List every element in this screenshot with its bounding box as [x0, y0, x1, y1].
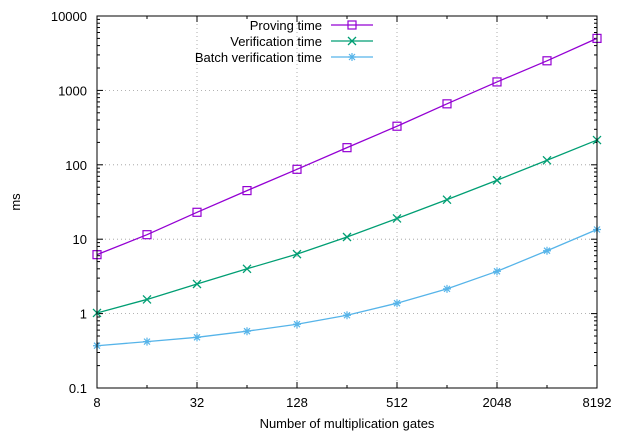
data-point-square	[442, 99, 452, 109]
legend-item: Verification time	[230, 34, 373, 49]
y-tick-label: 100	[65, 158, 87, 173]
x-tick-label: 128	[286, 395, 308, 410]
legend-label: Verification time	[230, 34, 322, 49]
x-tick-label: 2048	[483, 395, 512, 410]
data-point-square	[242, 186, 252, 196]
data-point-x	[342, 232, 352, 242]
data-point-star	[193, 333, 201, 342]
data-point-star	[343, 311, 351, 320]
data-point-star	[293, 320, 301, 329]
plot-frame	[96, 15, 598, 389]
series-line	[96, 37, 598, 256]
data-point-star	[543, 246, 551, 255]
legend-item: Proving time	[250, 18, 373, 33]
series-line	[96, 228, 598, 347]
x-tick-label: 8	[93, 395, 100, 410]
data-point-star	[493, 267, 501, 276]
series-2	[93, 225, 601, 350]
data-point-x	[292, 249, 302, 259]
y-tick-label: 1000	[58, 83, 87, 98]
data-point-square	[142, 230, 152, 240]
series-1	[92, 135, 602, 318]
series-0	[92, 33, 602, 260]
x-axis-label: Number of multiplication gates	[260, 416, 435, 431]
data-point-x	[442, 195, 452, 205]
data-point-star	[348, 53, 356, 61]
data-point-square	[542, 56, 552, 66]
data-point-square	[392, 121, 402, 131]
y-axis-label: ms	[8, 193, 23, 211]
y-tick-label: 10	[73, 232, 87, 247]
data-point-x	[142, 294, 152, 304]
legend-item: Batch verification time	[195, 50, 373, 65]
data-point-square	[492, 77, 502, 87]
data-point-star	[393, 299, 401, 308]
series-line	[96, 139, 598, 314]
data-point-x	[392, 214, 402, 223]
axis-ticks: 8 32 128 512 2048 8192 0.1 1 10 100 1000 10000	[51, 9, 612, 410]
y-tick-label: 10000	[51, 9, 87, 24]
x-tick-label: 8192	[583, 395, 612, 410]
data-point-x	[242, 264, 252, 274]
data-point-x	[192, 279, 202, 289]
data-point-star	[243, 327, 251, 336]
data-point-square	[192, 207, 202, 217]
x-tick-label: 32	[190, 395, 204, 410]
x-tick-label: 512	[386, 395, 408, 410]
data-point-x	[492, 175, 502, 185]
y-tick-label: 0.1	[69, 381, 87, 396]
legend-label: Batch verification time	[195, 50, 322, 65]
legend-label: Proving time	[250, 18, 322, 33]
grid-lines	[97, 16, 597, 388]
data-point-square	[292, 164, 302, 174]
y-tick-label: 1	[80, 307, 87, 322]
data-point-star	[443, 284, 451, 293]
data-point-square	[347, 20, 357, 30]
data-point-x	[347, 36, 357, 46]
data-point-star	[143, 337, 151, 346]
data-point-square	[342, 143, 352, 153]
data-point-x	[542, 155, 552, 165]
data-series	[92, 33, 602, 350]
